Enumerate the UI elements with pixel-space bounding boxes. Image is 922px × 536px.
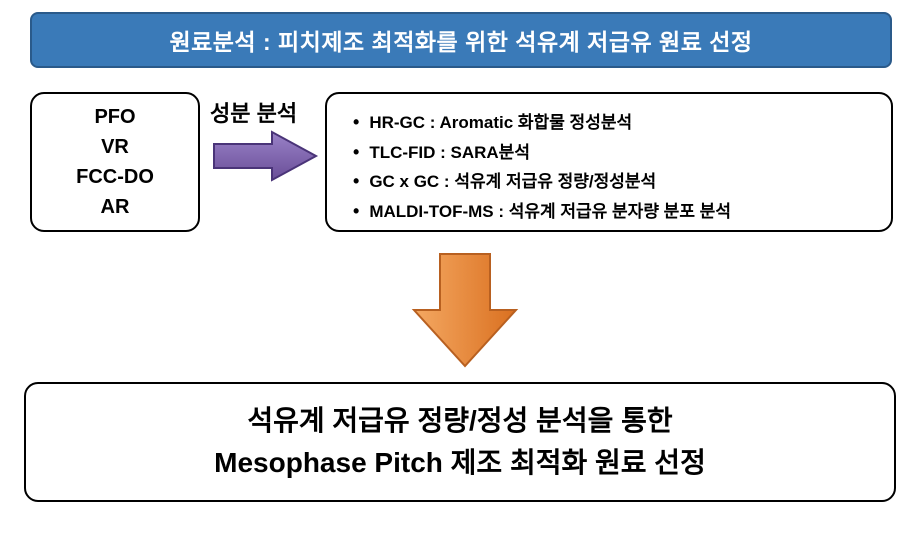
conclusion-box: 석유계 저급유 정량/정성 분석을 통한 Mesophase Pitch 제조 … — [24, 382, 896, 502]
analysis-item: GC x GC : 석유계 저급유 정량/정성분석 — [353, 167, 881, 197]
analysis-list: HR-GC : Aromatic 화합물 정성분석 TLC-FID : SARA… — [353, 108, 881, 227]
purple-arrow-icon — [210, 128, 320, 184]
material-item: AR — [101, 192, 130, 222]
material-item: VR — [101, 132, 129, 162]
analysis-item: MALDI-TOF-MS : 석유계 저급유 분자량 분포 분석 — [353, 197, 881, 227]
header-title: 원료분석 : 피치제조 최적화를 위한 석유계 저급유 원료 선정 — [169, 23, 752, 57]
arrow-label: 성분 분석 — [210, 96, 297, 128]
material-item: PFO — [94, 102, 135, 132]
conclusion-line1: 석유계 저급유 정량/정성 분석을 통한 — [247, 400, 672, 442]
materials-box: PFO VR FCC-DO AR — [30, 92, 200, 232]
conclusion-line2: Mesophase Pitch 제조 최적화 원료 선정 — [214, 442, 706, 484]
orange-arrow-icon — [410, 250, 520, 370]
analysis-item: TLC-FID : SARA분석 — [353, 138, 881, 168]
analysis-box: HR-GC : Aromatic 화합물 정성분석 TLC-FID : SARA… — [325, 92, 893, 232]
analysis-item: HR-GC : Aromatic 화합물 정성분석 — [353, 108, 881, 138]
material-item: FCC-DO — [76, 162, 154, 192]
header-banner: 원료분석 : 피치제조 최적화를 위한 석유계 저급유 원료 선정 — [30, 12, 892, 68]
